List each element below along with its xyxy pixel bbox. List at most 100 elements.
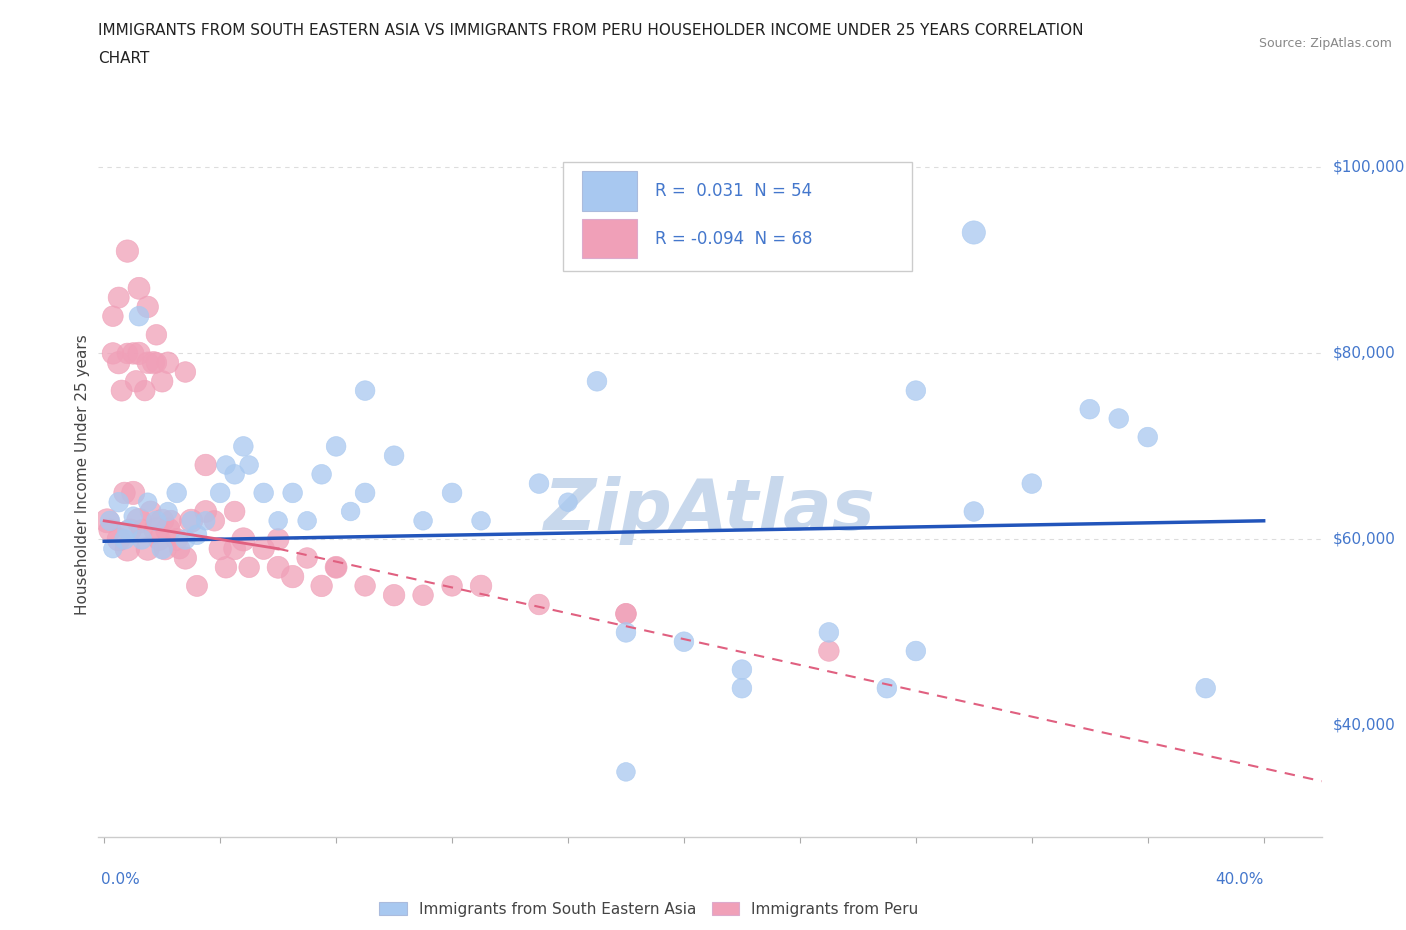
Point xyxy=(145,327,167,342)
Point xyxy=(527,597,550,612)
Point xyxy=(180,513,202,528)
Point xyxy=(148,532,170,547)
Point xyxy=(136,299,159,314)
Point xyxy=(325,560,347,575)
Point xyxy=(136,355,159,370)
Point xyxy=(441,485,464,500)
Point xyxy=(194,513,217,528)
Point xyxy=(412,513,434,528)
Point xyxy=(963,504,986,519)
Bar xyxy=(582,171,637,211)
Point xyxy=(186,527,208,542)
Point xyxy=(186,578,208,593)
Point xyxy=(150,541,173,556)
Point xyxy=(311,467,333,482)
Point xyxy=(139,504,162,519)
Point xyxy=(731,662,754,677)
Point xyxy=(136,495,159,510)
Point xyxy=(557,495,579,510)
Point xyxy=(117,346,139,361)
Point xyxy=(153,541,176,556)
Point xyxy=(232,532,254,547)
Point xyxy=(238,458,260,472)
Text: R =  0.031  N = 54: R = 0.031 N = 54 xyxy=(655,182,813,200)
Point xyxy=(325,560,347,575)
Point xyxy=(1108,411,1130,426)
Point xyxy=(150,374,173,389)
Point xyxy=(215,458,238,472)
Point xyxy=(354,578,377,593)
Point xyxy=(904,644,927,658)
Point xyxy=(145,523,167,538)
Point xyxy=(131,532,153,547)
Point xyxy=(281,485,304,500)
Point xyxy=(614,625,637,640)
Point xyxy=(114,532,136,547)
Point xyxy=(1078,402,1101,417)
Point xyxy=(614,606,637,621)
Text: Source: ZipAtlas.com: Source: ZipAtlas.com xyxy=(1258,37,1392,50)
Point xyxy=(107,495,129,510)
Point xyxy=(156,504,179,519)
Point xyxy=(295,513,318,528)
Point xyxy=(412,588,434,603)
Point xyxy=(117,244,139,259)
Point xyxy=(527,476,550,491)
Text: CHART: CHART xyxy=(98,51,150,66)
Point xyxy=(963,225,986,240)
Point xyxy=(128,281,150,296)
Point xyxy=(818,625,841,640)
Point xyxy=(142,355,165,370)
Point xyxy=(194,458,217,472)
Text: 0.0%: 0.0% xyxy=(101,871,141,886)
Point xyxy=(224,541,246,556)
Point xyxy=(128,309,150,324)
Point xyxy=(98,523,121,538)
Point xyxy=(354,485,377,500)
Point xyxy=(209,485,232,500)
Point xyxy=(202,513,225,528)
Point xyxy=(267,560,290,575)
Point xyxy=(101,309,124,324)
Point xyxy=(131,523,153,538)
Point xyxy=(209,541,232,556)
Point xyxy=(180,513,202,528)
Point xyxy=(295,551,318,565)
Point xyxy=(267,532,290,547)
Point xyxy=(731,681,754,696)
Point xyxy=(1021,476,1043,491)
Point xyxy=(194,504,217,519)
FancyBboxPatch shape xyxy=(564,163,912,272)
Point xyxy=(354,383,377,398)
Point xyxy=(166,532,188,547)
Point xyxy=(107,355,129,370)
Point xyxy=(169,541,191,556)
Point xyxy=(122,509,145,524)
Point xyxy=(107,532,129,547)
Point xyxy=(614,764,637,779)
Point xyxy=(311,578,333,593)
Point xyxy=(145,355,167,370)
Point xyxy=(122,346,145,361)
Point xyxy=(117,541,139,556)
Point xyxy=(101,541,124,556)
Text: ZipAtlas: ZipAtlas xyxy=(544,476,876,545)
Point xyxy=(876,681,898,696)
Point xyxy=(339,504,361,519)
Point xyxy=(441,578,464,593)
Point xyxy=(267,513,290,528)
Text: $40,000: $40,000 xyxy=(1333,718,1396,733)
Point xyxy=(253,485,276,500)
Point xyxy=(160,513,183,528)
Point xyxy=(96,513,118,528)
Y-axis label: Householder Income Under 25 years: Householder Income Under 25 years xyxy=(75,334,90,615)
Point xyxy=(174,551,197,565)
Point xyxy=(904,383,927,398)
Point xyxy=(145,513,167,528)
Point xyxy=(470,578,492,593)
Text: R = -0.094  N = 68: R = -0.094 N = 68 xyxy=(655,230,813,247)
Point xyxy=(232,439,254,454)
Point xyxy=(166,485,188,500)
Legend: Immigrants from South Eastern Asia, Immigrants from Peru: Immigrants from South Eastern Asia, Immi… xyxy=(373,896,925,923)
Point xyxy=(224,467,246,482)
